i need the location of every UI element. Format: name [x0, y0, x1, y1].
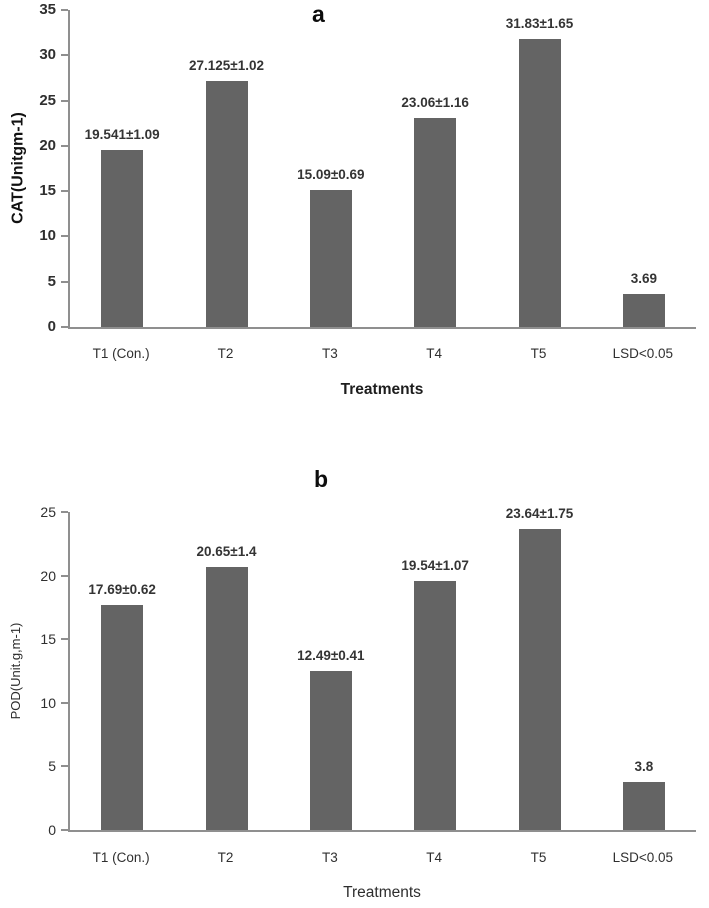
bar-value-label: 3.69 [630, 271, 657, 286]
bar [518, 39, 561, 327]
x-tick-label: T1 (Con.) [92, 850, 150, 865]
y-tick-mark [61, 280, 68, 283]
bar [309, 190, 352, 327]
y-tick-mark [61, 54, 68, 57]
bar [518, 529, 561, 830]
y-tick-mark [61, 765, 68, 768]
plot-area: 17.69±0.62 20.65±1.4 12.49±0.41 19.54±1.07 2… [61, 506, 696, 832]
bar [101, 605, 144, 830]
y-tick-label: 10 [40, 694, 56, 711]
bar-value-label: 23.06±1.16 [401, 95, 469, 110]
bar [309, 671, 352, 830]
y-tick-mark [61, 144, 68, 147]
x-tick-label: LSD<0.05 [612, 346, 674, 361]
x-tick-label: T5 [530, 850, 547, 865]
y-axis-ticks: 0 5 10 15 20 25 30 35 [8, 1, 56, 335]
y-tick-label: 15 [40, 631, 56, 648]
y-tick-label: 25 [40, 504, 56, 520]
chart-panel-a: a CAT(Unitgm-1) 0 5 10 15 20 25 30 35 19.541±1.… [0, 0, 709, 450]
y-tick-mark [61, 190, 68, 193]
x-tick-label: T5 [530, 346, 547, 361]
y-tick-mark [61, 235, 68, 238]
x-tick-label: T3 [321, 850, 338, 865]
y-tick-mark [61, 638, 68, 641]
bar [622, 294, 665, 327]
bar [414, 581, 457, 830]
bar-value-label: 17.69±0.62 [88, 582, 156, 597]
bar-value-label: 31.83±1.65 [505, 16, 574, 31]
y-tick-mark [61, 574, 68, 577]
y-tick-label: 5 [47, 272, 56, 290]
y-tick-label: 20 [39, 136, 56, 154]
bar-value-label: 3.8 [634, 759, 654, 774]
x-tick-label: T4 [426, 346, 443, 361]
bar-value-label: 19.541±1.09 [84, 127, 160, 142]
plot-area: 19.541±1.09 27.125±1.02 15.09±0.69 23.06±1.… [61, 9, 696, 329]
y-tick-mark [61, 326, 68, 328]
bar-value-label: 23.64±1.75 [505, 506, 574, 521]
x-axis-title: Treatments [340, 381, 424, 398]
bar [101, 150, 144, 327]
y-tick-mark [61, 829, 68, 831]
x-tick-label: T2 [217, 346, 234, 361]
x-tick-label: T1 (Con.) [92, 346, 150, 361]
panel-letter-b: b [314, 466, 329, 492]
x-tick-label: LSD<0.05 [612, 850, 674, 865]
y-tick-label: 35 [39, 1, 56, 18]
bar [205, 567, 248, 830]
x-axis-title: Treatments [343, 884, 421, 901]
y-tick-label: 10 [39, 227, 56, 245]
x-tick-label: T2 [217, 850, 234, 865]
y-tick-label: 30 [39, 46, 56, 64]
bar-value-label: 15.09±0.69 [297, 167, 365, 182]
bar [205, 81, 248, 327]
bar-value-label: 27.125±1.02 [189, 58, 264, 73]
y-tick-label: 0 [47, 318, 56, 335]
y-tick-label: 20 [40, 567, 56, 584]
y-tick-mark [61, 701, 68, 704]
y-tick-mark [61, 511, 68, 513]
y-tick-label: 5 [48, 758, 56, 775]
bar-value-label: 20.65±1.4 [196, 544, 257, 559]
x-axis-labels: T1 (Con.) T2 T3 T4 T5 LSD<0.05 [69, 850, 695, 870]
x-tick-label: T3 [321, 346, 338, 361]
y-tick-label: 25 [39, 91, 56, 109]
bar [414, 118, 457, 327]
x-tick-label: T4 [426, 850, 443, 865]
y-axis-ticks: 0 5 10 15 20 25 [8, 504, 56, 838]
bar-value-label: 19.54±1.07 [401, 558, 469, 573]
panel-letter-a: a [312, 1, 325, 27]
y-tick-label: 0 [48, 822, 56, 838]
bar [622, 782, 665, 830]
y-tick-mark [61, 99, 68, 102]
y-tick-mark [61, 9, 68, 11]
y-tick-label: 15 [39, 182, 56, 200]
chart-panel-b: b POD(Unit.g,m-1) 0 5 10 15 20 25 17.69±0.62 2… [0, 450, 709, 908]
x-axis-labels: T1 (Con.) T2 T3 T4 T5 LSD<0.05 [69, 346, 695, 366]
bar-value-label: 12.49±0.41 [297, 648, 365, 663]
